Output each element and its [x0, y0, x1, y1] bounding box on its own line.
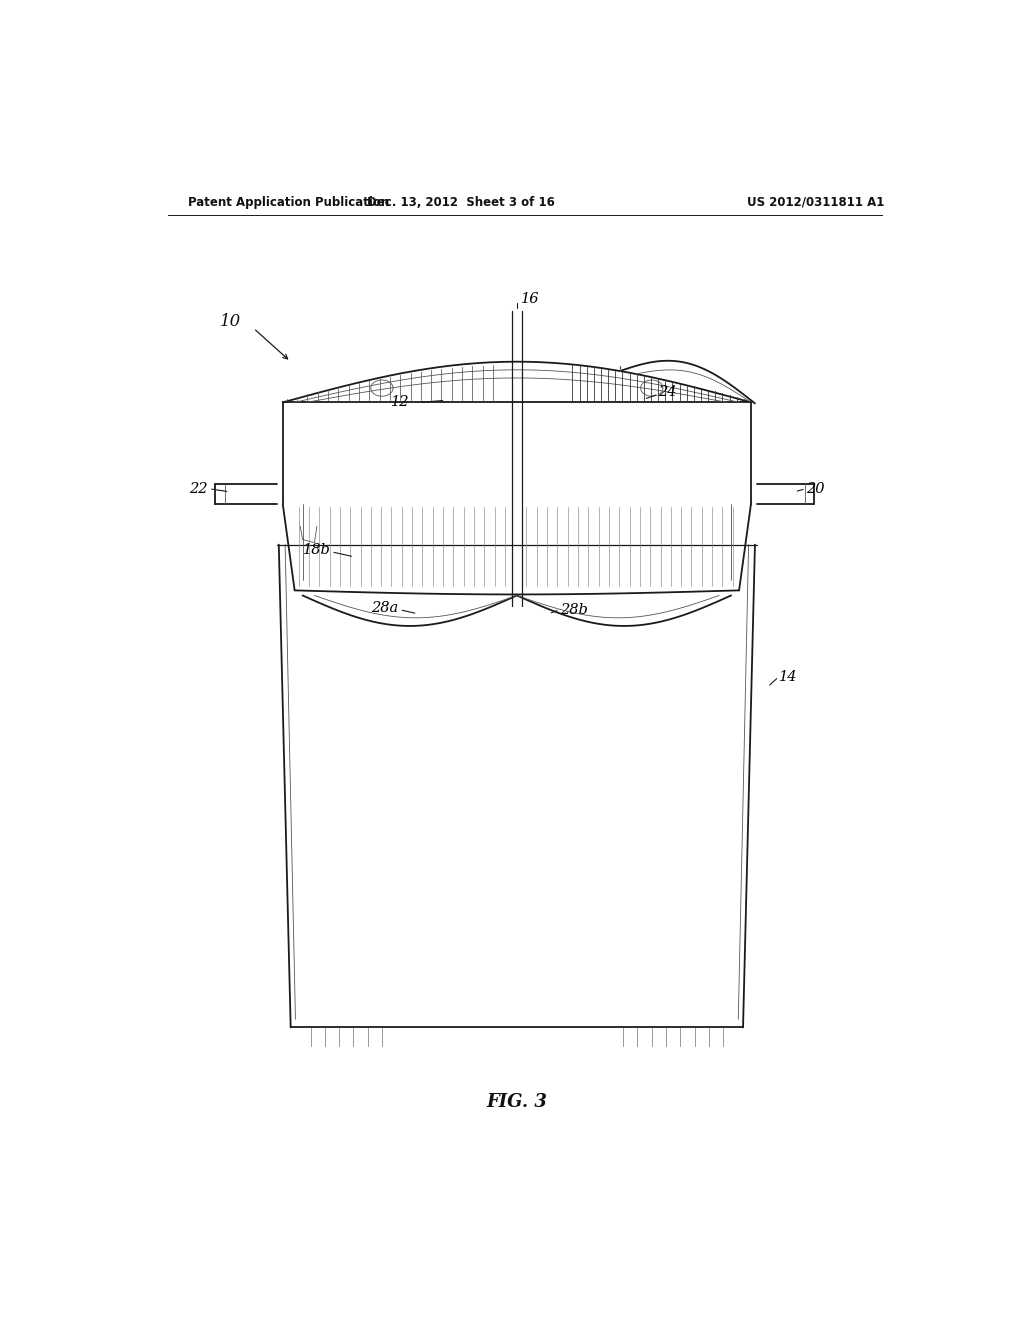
Text: 14: 14 [778, 669, 798, 684]
Text: Dec. 13, 2012  Sheet 3 of 16: Dec. 13, 2012 Sheet 3 of 16 [368, 195, 555, 209]
Text: Patent Application Publication: Patent Application Publication [187, 195, 389, 209]
Text: 18b: 18b [302, 543, 331, 557]
Text: 22: 22 [188, 482, 207, 496]
Text: 16: 16 [521, 292, 540, 306]
Text: US 2012/0311811 A1: US 2012/0311811 A1 [748, 195, 885, 209]
Text: 20: 20 [807, 482, 825, 496]
Text: 28b: 28b [560, 603, 589, 616]
Text: 28a: 28a [371, 601, 397, 615]
Text: 12: 12 [391, 395, 410, 409]
Text: 24: 24 [658, 385, 677, 399]
Text: 10: 10 [220, 313, 242, 330]
Text: FIG. 3: FIG. 3 [486, 1093, 547, 1110]
